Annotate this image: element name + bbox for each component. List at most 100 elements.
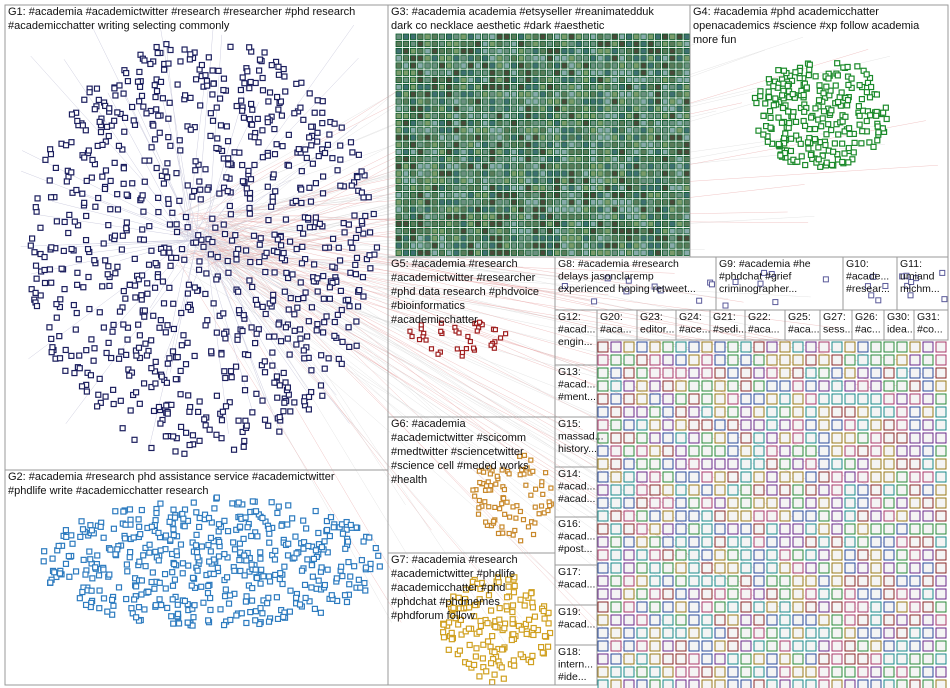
node (409, 91, 417, 98)
node (95, 391, 102, 398)
node (539, 235, 546, 242)
node (271, 556, 279, 563)
node (654, 206, 662, 213)
node (935, 367, 947, 379)
node (525, 91, 532, 98)
node (554, 249, 561, 256)
node (207, 548, 214, 555)
node (474, 206, 482, 213)
node (633, 220, 640, 228)
node (683, 105, 690, 112)
node (496, 55, 503, 62)
node (688, 354, 700, 366)
node (213, 392, 220, 399)
node (590, 98, 597, 105)
node (633, 62, 640, 69)
node (604, 98, 611, 105)
node (417, 112, 424, 120)
node (305, 542, 312, 550)
node (633, 105, 640, 112)
node (618, 227, 626, 235)
node (272, 188, 279, 195)
node (530, 624, 537, 632)
node (636, 601, 648, 613)
node (683, 199, 690, 206)
node (107, 546, 114, 553)
node (192, 158, 199, 165)
node (525, 199, 532, 206)
node (554, 206, 561, 213)
node (402, 120, 410, 127)
node (453, 40, 460, 48)
node (675, 419, 687, 431)
node (121, 535, 129, 542)
node (582, 155, 590, 163)
node (654, 33, 662, 40)
node (143, 110, 150, 117)
node (854, 63, 861, 70)
node (303, 154, 310, 162)
node (727, 393, 739, 405)
node (306, 134, 313, 141)
node (818, 536, 830, 548)
node (277, 98, 285, 105)
node (626, 184, 633, 192)
node (561, 199, 568, 206)
node (530, 631, 537, 639)
node (857, 549, 869, 561)
edge (30, 55, 197, 241)
node (246, 44, 253, 51)
node (130, 534, 137, 541)
node (37, 292, 44, 299)
node (597, 406, 609, 418)
node (230, 446, 238, 453)
node (438, 62, 446, 69)
node (145, 261, 153, 268)
node (597, 163, 604, 170)
node (241, 437, 248, 445)
node (633, 191, 640, 199)
node (93, 85, 101, 92)
node (640, 141, 647, 148)
node (152, 602, 159, 609)
node (123, 351, 130, 358)
node (428, 346, 435, 352)
node (604, 242, 611, 249)
node (554, 199, 561, 206)
group-label: G8: #academia #research (558, 258, 679, 270)
node (197, 102, 204, 109)
node (292, 533, 299, 540)
node (753, 601, 765, 613)
node (141, 313, 148, 320)
node (257, 604, 264, 612)
node (281, 73, 288, 80)
node (857, 458, 869, 470)
node (49, 344, 56, 351)
node (136, 523, 143, 530)
node (532, 249, 539, 256)
node (597, 134, 604, 141)
node (140, 236, 147, 243)
node (335, 355, 342, 363)
node (138, 506, 145, 514)
node (206, 558, 213, 565)
node (590, 242, 597, 249)
node (123, 219, 130, 226)
node (232, 232, 239, 239)
node (362, 564, 370, 571)
node (669, 134, 676, 141)
node (831, 666, 843, 678)
node (611, 227, 618, 235)
node (298, 186, 305, 193)
node (402, 155, 410, 163)
node (326, 284, 333, 291)
node (874, 123, 881, 130)
node (132, 294, 139, 301)
node (636, 666, 648, 678)
node (844, 393, 856, 405)
node (740, 419, 752, 431)
node (189, 432, 197, 439)
node (489, 69, 496, 76)
node (323, 313, 330, 320)
node (779, 354, 791, 366)
